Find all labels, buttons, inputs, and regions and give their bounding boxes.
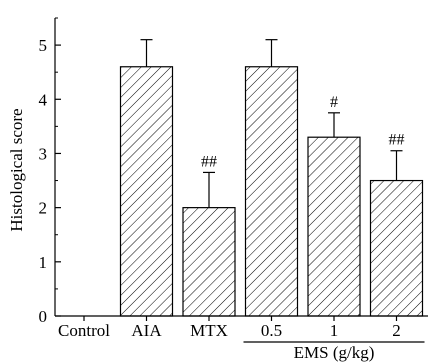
y-tick-label-2: 2	[39, 199, 48, 218]
category-label-0.5: 0.5	[261, 321, 282, 340]
bar-1	[307, 136, 361, 317]
category-label-MTX: MTX	[190, 321, 228, 340]
bar-2	[369, 179, 424, 317]
annotation-MTX: ##	[201, 153, 217, 170]
y-axis-label: Histological score	[7, 108, 26, 231]
group-label: EMS (g/kg)	[294, 343, 375, 362]
y-ticks: 0 1 2 3 4 5	[39, 17, 61, 326]
category-label-1: 1	[330, 321, 339, 340]
bar-MTX	[182, 207, 236, 317]
category-label-Control: Control	[58, 321, 110, 340]
y-tick-label-4: 4	[39, 90, 48, 109]
category-label-2: 2	[392, 321, 401, 340]
bar-AIA	[119, 66, 174, 317]
error-bars	[140, 39, 403, 208]
annotation-1: #	[330, 94, 338, 111]
y-tick-label-5: 5	[39, 36, 48, 55]
annotation-2: ##	[389, 132, 405, 149]
category-labels: Control AIA MTX 0.5 1 2	[58, 321, 401, 340]
category-label-AIA: AIA	[131, 321, 162, 340]
annotations: #####	[201, 94, 405, 171]
y-tick-label-3: 3	[39, 144, 48, 163]
bars	[119, 66, 424, 317]
y-tick-label-0: 0	[39, 307, 48, 326]
bar-0.5	[244, 66, 299, 317]
y-tick-label-1: 1	[39, 253, 48, 272]
x-axis	[55, 315, 428, 321]
